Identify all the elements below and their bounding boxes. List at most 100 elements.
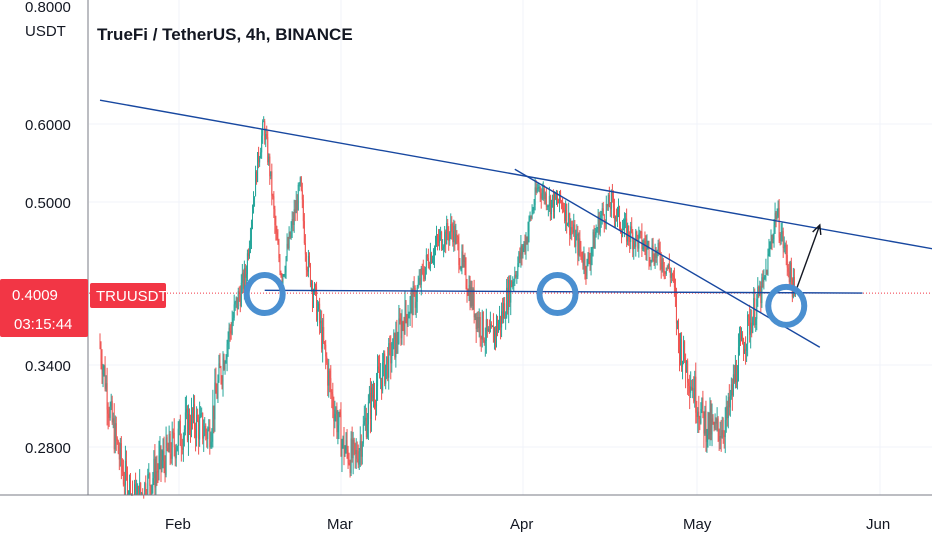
candle-body (548, 196, 550, 206)
candle-body (519, 252, 521, 259)
candle-body (316, 286, 318, 321)
candle-body (763, 277, 765, 282)
last-price-tag (0, 279, 88, 337)
candle-body (206, 432, 208, 440)
candle-body (267, 137, 269, 163)
candle-body (769, 246, 771, 249)
candle-body (550, 200, 552, 215)
candle-body (221, 379, 223, 382)
candle-body (241, 272, 243, 283)
candle-body (783, 247, 785, 249)
candle-body (142, 493, 144, 495)
y-tick-label: 0.3400 (25, 358, 71, 375)
candle-body (302, 199, 304, 222)
candle-body (476, 317, 478, 330)
candle-body (464, 260, 466, 265)
candle-body (714, 422, 716, 429)
candle-body (742, 334, 744, 344)
candle-body (586, 259, 588, 276)
candle-body (781, 231, 783, 234)
candle-body (339, 412, 341, 416)
candle-body (707, 412, 709, 436)
candle-body (433, 247, 435, 258)
candle-body (512, 281, 514, 287)
candle-body (211, 433, 213, 442)
candle-body (407, 318, 409, 325)
candle-body (754, 298, 756, 325)
candle-body (671, 274, 673, 276)
candle-body (239, 294, 241, 307)
candle-body (106, 383, 108, 410)
candle-body (151, 484, 153, 495)
candle-body (577, 233, 579, 256)
candle-body (314, 284, 316, 294)
candle-body (178, 421, 180, 429)
candle-body (438, 239, 440, 243)
candle-body (392, 338, 394, 356)
candle-body (461, 251, 463, 268)
candle-body (534, 187, 536, 205)
candle-body (154, 458, 156, 488)
candle-body (457, 237, 459, 243)
candle-body (266, 133, 268, 138)
candle-body (135, 484, 137, 495)
candle-body (675, 296, 677, 324)
x-tick-label: Mar (327, 516, 353, 533)
candle-body (370, 387, 372, 419)
candle-body (680, 339, 682, 360)
candle-body (191, 409, 192, 433)
candle-body (485, 319, 487, 341)
candle-body (272, 195, 274, 197)
candle-body (195, 428, 197, 438)
candle-body (784, 244, 786, 248)
candle-body (209, 427, 211, 448)
candle-body (524, 241, 526, 251)
candle-body (682, 360, 684, 367)
candle-body (658, 243, 660, 251)
candle-body (150, 485, 152, 495)
candle-body (600, 214, 602, 220)
candle-body (473, 289, 475, 318)
candle-body (470, 287, 472, 306)
candle-body (741, 334, 743, 339)
candle-body (149, 473, 151, 486)
candle-body (184, 412, 186, 430)
candle-body (274, 209, 276, 225)
candle-body (335, 410, 337, 415)
candle-body (343, 437, 345, 457)
candle-body (696, 412, 698, 417)
candle-body (198, 420, 200, 440)
candle-body (697, 411, 699, 417)
candle-body (775, 213, 777, 219)
candle-body (175, 450, 177, 459)
candle-body (212, 405, 214, 434)
candle-body (376, 386, 378, 407)
candle-body (390, 343, 392, 364)
candle-body (393, 332, 395, 339)
candle-body (405, 302, 407, 315)
candle-body (483, 339, 485, 344)
y-tick-label: 0.8000 (25, 0, 71, 16)
candle-body (308, 256, 310, 265)
candle-body (168, 433, 170, 453)
candle-body (354, 443, 356, 455)
candle-body (745, 349, 747, 351)
candle-body (782, 231, 784, 248)
candle-body (541, 192, 543, 199)
candle-body (756, 298, 758, 319)
candle-body (243, 268, 245, 289)
candle-body (404, 302, 406, 334)
candle-body (602, 208, 604, 215)
candle-body (608, 195, 610, 207)
candle-body (348, 462, 350, 464)
candle-body (179, 421, 181, 446)
candle-body (662, 258, 664, 272)
candle-body (549, 196, 551, 215)
marker-layer[interactable] (243, 272, 808, 328)
candle-body (540, 193, 542, 199)
candle-body (435, 244, 436, 248)
candle-body (275, 224, 277, 233)
candle-body (719, 436, 721, 441)
candle-body (766, 269, 768, 275)
